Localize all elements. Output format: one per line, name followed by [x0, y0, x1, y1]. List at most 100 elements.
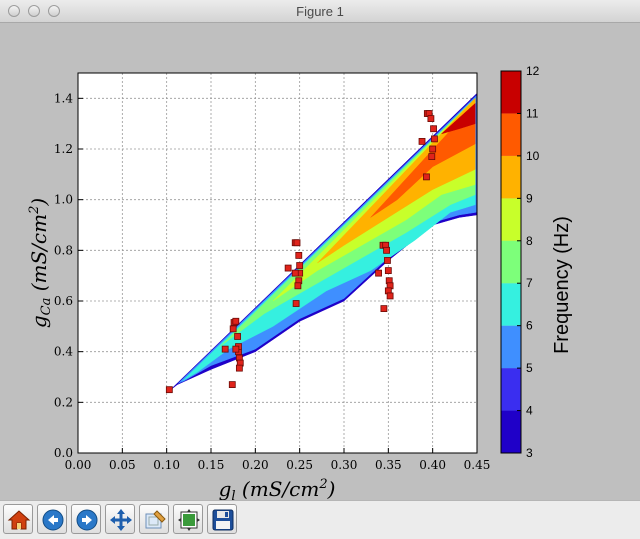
colorbar-band: [501, 240, 521, 284]
pan-button[interactable]: [105, 504, 135, 534]
y-tick-label: 0.4: [54, 345, 73, 359]
scatter-point: [232, 317, 240, 325]
scatter-point: [375, 269, 382, 277]
home-button[interactable]: [3, 504, 33, 534]
figure-svg: 0.00 0.05 0.10 0.15 0.20 0.25 0.30 0.35 0.40 0.45…: [27, 64, 573, 504]
y-tick-label: 0.0: [54, 446, 73, 460]
colorbar-band: [501, 113, 521, 156]
scatter-point: [284, 264, 292, 272]
x-tick-label: 0.10: [153, 458, 180, 472]
scatter-point: [235, 364, 243, 372]
colorbar: [500, 70, 522, 454]
zoom-window-button[interactable]: [48, 5, 60, 17]
move-icon: [110, 509, 132, 531]
colorbar-tick-label: 7: [526, 276, 533, 290]
colorbar-tick-label: 8: [526, 234, 533, 248]
scatter-point: [295, 251, 303, 259]
forward-button[interactable]: [71, 504, 101, 534]
colorbar-frame: [500, 70, 522, 454]
scatter-point: [384, 257, 391, 264]
scatter-point: [221, 345, 229, 353]
scatter-point: [229, 325, 237, 333]
x-tick-label: 0.40: [419, 458, 446, 472]
scatter-point: [228, 381, 236, 389]
x-tick-label: 0.30: [331, 458, 358, 472]
window-title: Figure 1: [296, 4, 344, 19]
scatter-point: [423, 173, 430, 181]
scatter-point: [292, 300, 300, 307]
colorbar-tick-label: 6: [526, 319, 533, 333]
zoom-rect-icon: [145, 510, 166, 529]
colorbar-band: [501, 71, 521, 114]
colorbar-tick-label: 3: [526, 446, 533, 460]
scatter-point: [165, 386, 173, 394]
scatter-point: [294, 282, 302, 290]
back-button[interactable]: [37, 504, 67, 534]
colorbar-band: [501, 198, 521, 241]
scatter-point: [296, 262, 304, 269]
scatter-point: [234, 333, 242, 340]
contour-band: [178, 95, 477, 384]
contour-band: [441, 102, 476, 135]
colorbar-tick-label: 12: [526, 64, 540, 78]
subplots-button[interactable]: [173, 504, 203, 534]
scatter-point: [427, 115, 435, 122]
scatter-point: [386, 292, 394, 300]
y-tick-label: 1.2: [54, 142, 73, 156]
scatter-point: [418, 138, 426, 145]
colorbar-label: Frequency (Hz): [551, 216, 573, 354]
scatter-point: [431, 135, 438, 143]
colorbar-tick-label: 11: [526, 106, 539, 120]
colorbar-tick-label: 10: [526, 149, 540, 163]
scatter-point: [291, 269, 299, 277]
navigation-toolbar: [0, 500, 640, 539]
colorbar-ticks: 3 4 5 6 7 8 9 10 11 12: [517, 64, 540, 460]
x-tick-label: 0.00: [65, 458, 92, 472]
x-tick-label: 0.05: [109, 458, 136, 472]
colorbar-tick-label: 9: [526, 191, 533, 205]
y-tick-label: 0.8: [54, 243, 73, 257]
y-axis-ticks: 0.0 0.2 0.4 0.6 0.8 1.0 1.2 1.4: [54, 91, 83, 460]
forward-arrow-icon: [76, 509, 98, 531]
y-tick-label: 0.6: [54, 294, 73, 308]
x-tick-label: 0.15: [198, 458, 225, 472]
scatter-point: [293, 239, 301, 247]
title-bar: Figure 1: [0, 0, 640, 23]
scatter-point: [383, 246, 390, 254]
scatter-point: [232, 345, 240, 353]
plot-area: [77, 72, 478, 454]
zoom-button[interactable]: [139, 504, 169, 534]
x-tick-label: 0.25: [286, 458, 313, 472]
colorbar-tick-label: 5: [526, 361, 533, 375]
plot-frame: [77, 72, 478, 454]
y-tick-label: 0.2: [54, 395, 73, 409]
scatter-point: [380, 305, 388, 313]
scatter-points: [165, 110, 438, 394]
figure-canvas[interactable]: 0.00 0.05 0.10 0.15 0.20 0.25 0.30 0.35 0.40 0.45…: [0, 23, 640, 504]
colorbar-band: [501, 155, 521, 199]
scatter-point: [430, 125, 437, 133]
colorbar-band: [501, 368, 521, 411]
colorbar-band: [501, 283, 521, 326]
colorbar-band: [501, 410, 521, 453]
colorbar-band: [501, 325, 521, 369]
colorbar-tick-label: 4: [526, 404, 533, 418]
x-tick-label: 0.35: [375, 458, 402, 472]
subplots-icon: [178, 509, 200, 531]
scatter-point: [429, 145, 437, 153]
close-window-button[interactable]: [8, 5, 20, 17]
x-axis-ticks: 0.00 0.05 0.10 0.15 0.20 0.25 0.30 0.35 0.40 0.45: [65, 448, 491, 472]
back-arrow-icon: [42, 509, 64, 531]
scatter-point: [428, 153, 436, 161]
save-button[interactable]: [207, 504, 237, 534]
x-tick-label: 0.20: [242, 458, 269, 472]
y-axis-label: gCa (mS/cm2): [27, 198, 54, 328]
y-tick-label: 1.4: [54, 91, 73, 105]
x-tick-label: 0.45: [464, 458, 491, 472]
scatter-point: [384, 267, 392, 275]
home-icon: [7, 510, 31, 530]
x-axis-label: gl (mS/cm2): [219, 477, 336, 500]
y-tick-label: 1.0: [54, 193, 73, 207]
minimize-window-button[interactable]: [28, 5, 40, 17]
